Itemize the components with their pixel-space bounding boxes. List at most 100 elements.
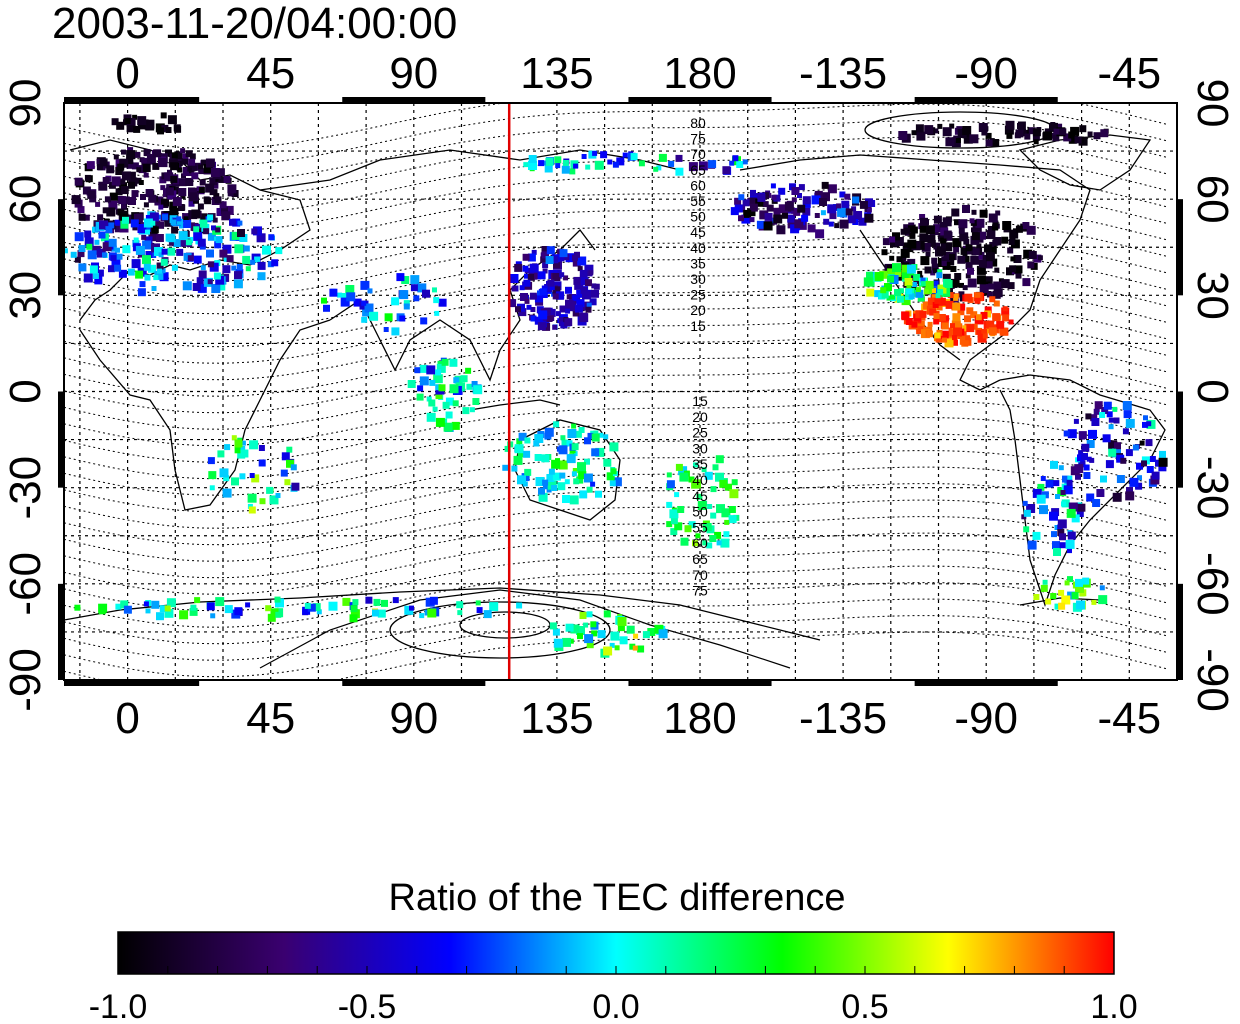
tec-pixel: [920, 329, 930, 339]
tec-pixel: [534, 454, 542, 461]
tec-pixel: [577, 266, 583, 272]
tec-pixel: [128, 197, 136, 205]
tec-pixel: [1067, 475, 1073, 481]
tec-pixel: [427, 608, 437, 618]
tec-pixel: [531, 249, 537, 255]
tec-pixel: [198, 168, 205, 175]
tec-pixel: [1075, 578, 1083, 587]
tec-pixel: [1081, 443, 1090, 452]
tec-pixel: [953, 327, 962, 337]
tec-pixel: [176, 248, 184, 256]
colorbar-tick-label: -0.5: [338, 988, 397, 1024]
tec-pixel: [572, 258, 581, 267]
x-tick-label: -135: [799, 49, 887, 98]
tec-pixel: [1112, 448, 1121, 458]
tec-pixel: [967, 267, 974, 275]
tec-pixel: [1142, 421, 1148, 428]
tec-pixel: [98, 603, 108, 613]
tec-pixel: [924, 125, 934, 135]
tec-pixel: [150, 220, 156, 226]
tec-pixel: [633, 633, 639, 639]
tec-pixel: [286, 459, 294, 468]
tec-pixel: [210, 613, 216, 619]
contour-line: [64, 516, 1169, 579]
tec-pixel: [223, 475, 230, 482]
tec-pixel: [766, 204, 774, 212]
tec-pixel: [198, 187, 205, 193]
tec-pixel: [940, 330, 949, 339]
tec-pixel: [572, 295, 578, 301]
tec-pixel: [265, 605, 272, 612]
tec-pixel: [219, 468, 229, 478]
tec-pixel: [436, 363, 446, 373]
tec-pixel: [985, 139, 993, 147]
tec-pixel: [1023, 526, 1030, 533]
tec-pixel: [668, 160, 675, 167]
tec-pixel: [1141, 460, 1147, 467]
tec-pixel: [160, 112, 167, 119]
tec-pixel: [964, 315, 971, 323]
tec-pixel: [1010, 239, 1020, 249]
tec-pixel: [121, 171, 131, 181]
tec-pixel: [978, 231, 986, 240]
tec-pixel: [911, 321, 918, 328]
tec-pixel: [215, 227, 221, 233]
tec-pixel: [435, 417, 445, 427]
tec-pixel: [981, 129, 988, 136]
tec-pixel: [139, 281, 146, 288]
tec-pixel: [896, 295, 904, 303]
tec-pixel: [185, 150, 193, 158]
tec-pixel: [771, 194, 777, 200]
tec-pixel: [396, 273, 405, 282]
tec-pixel: [441, 358, 449, 366]
tec-pixel: [435, 369, 442, 376]
tec-pixel: [502, 464, 509, 471]
tec-pixel: [688, 521, 696, 529]
tec-pixel: [117, 208, 125, 216]
tec-pixel: [790, 224, 800, 234]
tec-pixel: [148, 264, 156, 273]
tec-pixel: [1053, 548, 1061, 556]
tec-pixel: [1125, 418, 1135, 428]
tec-pixel: [688, 162, 698, 172]
tec-pixel: [606, 472, 615, 481]
tec-pixel: [553, 261, 560, 269]
tec-pixel: [108, 200, 118, 210]
tec-pixel: [251, 474, 260, 483]
tec-pixel: [234, 244, 244, 254]
contour-label: 40: [690, 240, 706, 256]
tec-pixel: [188, 158, 196, 166]
tec-pixel: [958, 291, 965, 298]
tec-pixel: [901, 312, 910, 321]
tec-pixel: [841, 200, 850, 209]
tec-pixel: [607, 159, 613, 165]
tec-pixel: [504, 445, 511, 452]
tec-pixel: [231, 477, 239, 486]
tec-pixel: [1032, 128, 1041, 137]
tec-pixel: [281, 452, 290, 461]
tec-pixel: [906, 285, 912, 291]
tec-pixel: [933, 242, 941, 250]
tec-pixel: [802, 196, 811, 205]
tec-pixel: [83, 214, 90, 221]
tec-pixel: [530, 307, 536, 312]
tec-pixel: [695, 533, 701, 539]
tec-pixel: [1083, 464, 1090, 471]
tec-pixel: [269, 495, 279, 505]
tec-pixel: [1073, 418, 1079, 424]
tec-pixel: [952, 313, 961, 322]
tec-pixel: [410, 284, 418, 292]
tec-pixel: [1083, 472, 1091, 479]
tec-pixel: [453, 377, 460, 384]
contour-line: [64, 417, 1169, 480]
contour-line: [64, 499, 1169, 562]
tec-pixel: [544, 164, 553, 173]
tec-pixel: [584, 458, 590, 465]
tec-pixel: [1068, 135, 1077, 144]
tec-pixel: [513, 455, 523, 465]
x-tick-label: -135: [799, 694, 887, 743]
tec-pixel: [143, 601, 149, 607]
tec-pixel: [94, 276, 103, 285]
